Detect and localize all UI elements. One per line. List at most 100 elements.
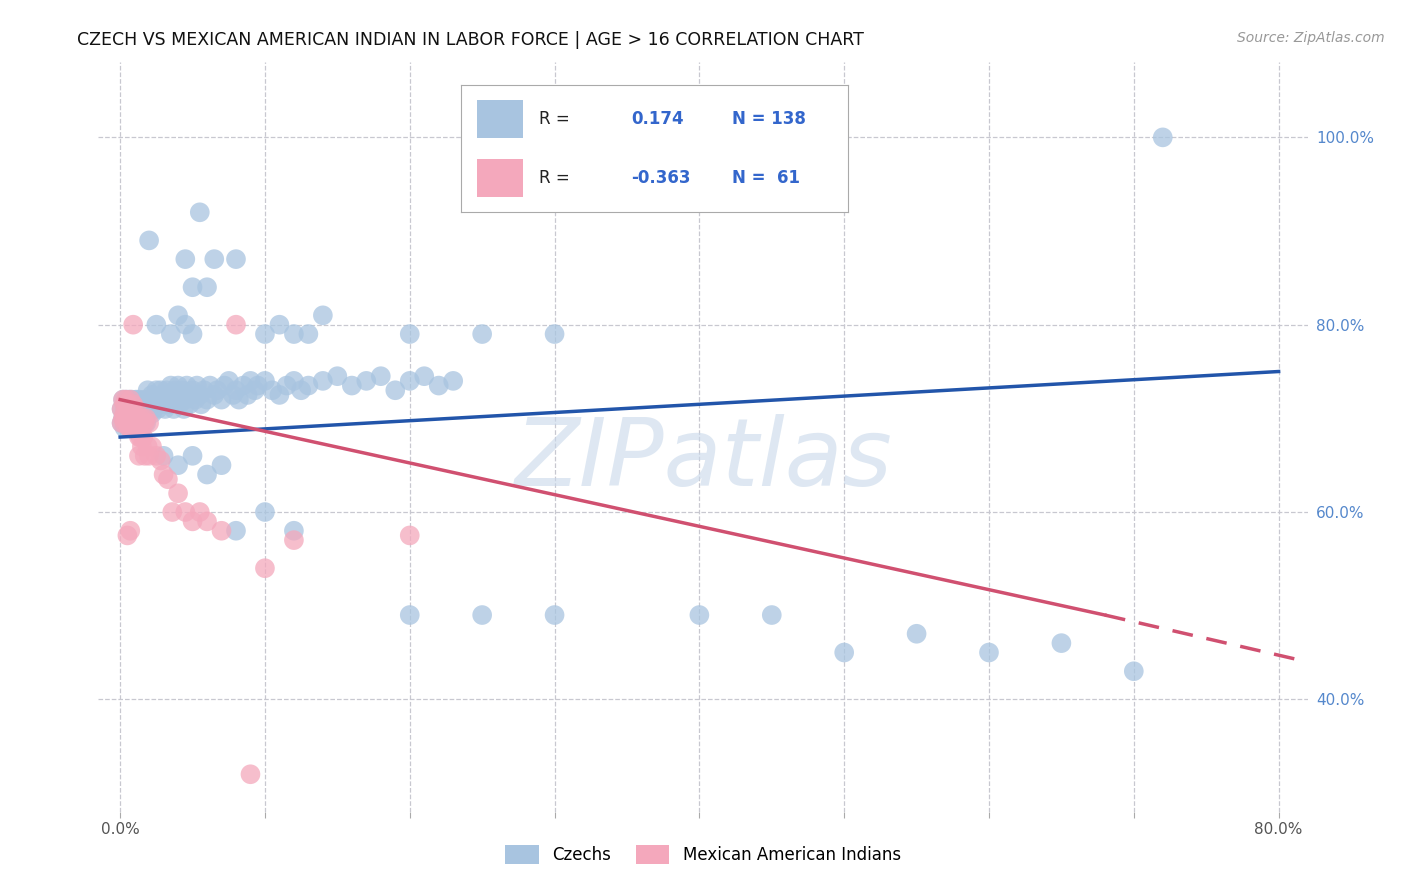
Point — [125, 401, 148, 416]
Point — [832, 646, 855, 660]
Point — [1152, 130, 1174, 145]
Point — [118, 411, 141, 425]
Point — [228, 392, 250, 407]
Point — [121, 401, 143, 416]
Point — [120, 407, 142, 421]
Point — [195, 514, 218, 528]
Point — [120, 416, 142, 430]
Point — [134, 392, 156, 407]
Point — [283, 374, 305, 388]
Point — [122, 416, 145, 430]
Point — [398, 608, 420, 623]
Point — [128, 392, 150, 407]
Point — [1122, 664, 1144, 679]
Point — [114, 397, 136, 411]
Point — [132, 430, 155, 444]
Point — [232, 378, 254, 392]
Point — [181, 514, 204, 528]
Point — [384, 384, 406, 398]
Point — [146, 401, 169, 416]
Point — [173, 401, 195, 416]
Point — [253, 374, 276, 388]
Point — [222, 388, 245, 402]
Point — [114, 416, 136, 430]
Point — [139, 397, 162, 411]
Point — [269, 318, 291, 332]
Point — [118, 421, 141, 435]
Point — [181, 326, 204, 341]
Point — [176, 378, 198, 392]
Text: CZECH VS MEXICAN AMERICAN INDIAN IN LABOR FORCE | AGE > 16 CORRELATION CHART: CZECH VS MEXICAN AMERICAN INDIAN IN LABO… — [77, 31, 865, 49]
Point — [141, 407, 163, 421]
Point — [239, 767, 262, 781]
Point — [688, 608, 710, 623]
Point — [977, 646, 1000, 660]
Point — [184, 392, 207, 407]
Point — [138, 401, 160, 416]
Point — [145, 397, 167, 411]
Point — [138, 233, 160, 247]
Point — [148, 392, 170, 407]
Point — [179, 397, 201, 411]
Point — [326, 369, 349, 384]
Point — [181, 280, 204, 294]
Point — [114, 407, 136, 421]
Point — [312, 374, 335, 388]
Point — [127, 401, 149, 416]
Point — [112, 392, 135, 407]
Point — [153, 401, 176, 416]
Point — [174, 318, 197, 332]
Point — [398, 326, 420, 341]
Point — [190, 397, 212, 411]
Point — [283, 524, 305, 538]
Point — [253, 326, 276, 341]
Point — [143, 392, 166, 407]
Point — [127, 421, 149, 435]
Point — [120, 392, 142, 407]
Point — [138, 449, 160, 463]
Point — [283, 533, 305, 547]
Point — [112, 411, 135, 425]
Point — [253, 561, 276, 575]
Point — [115, 392, 138, 407]
Point — [167, 378, 190, 392]
Point — [149, 453, 172, 467]
Point — [188, 505, 211, 519]
Point — [413, 369, 436, 384]
Point — [110, 401, 132, 416]
Point — [159, 326, 181, 341]
Point — [131, 407, 153, 421]
Point — [225, 252, 247, 266]
Point — [214, 378, 236, 392]
Point — [290, 384, 312, 398]
Point — [211, 524, 233, 538]
Point — [297, 326, 319, 341]
Point — [125, 416, 148, 430]
Point — [174, 392, 197, 407]
Point — [162, 388, 184, 402]
Point — [166, 392, 188, 407]
Point — [122, 397, 145, 411]
Point — [134, 397, 156, 411]
Point — [122, 318, 145, 332]
Point — [125, 397, 148, 411]
Text: ZIPatlas: ZIPatlas — [515, 414, 891, 505]
Point — [398, 528, 420, 542]
Point — [128, 449, 150, 463]
Point — [145, 384, 167, 398]
Point — [202, 252, 225, 266]
Point — [114, 407, 136, 421]
Point — [243, 384, 266, 398]
Point — [156, 472, 179, 486]
Point — [167, 486, 190, 500]
Point — [125, 392, 148, 407]
Point — [188, 205, 211, 219]
Point — [427, 378, 450, 392]
Point — [195, 280, 218, 294]
Point — [124, 401, 146, 416]
Point — [195, 392, 218, 407]
Point — [112, 392, 135, 407]
Point — [117, 397, 139, 411]
Point — [370, 369, 392, 384]
Point — [127, 407, 149, 421]
